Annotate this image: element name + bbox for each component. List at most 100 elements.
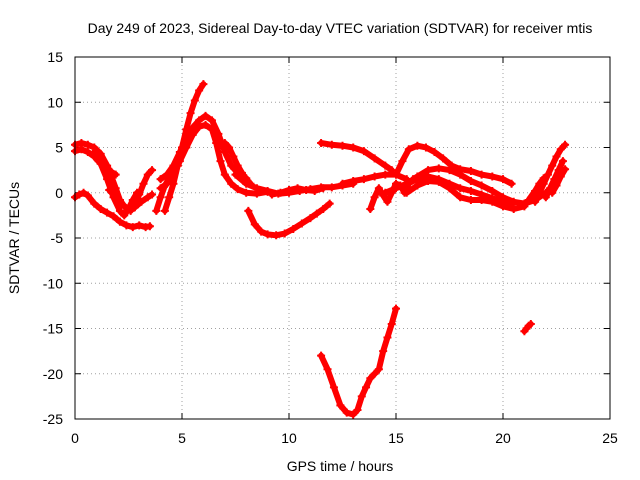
- data-point: [75, 190, 84, 199]
- data-point: [434, 177, 443, 186]
- data-point: [237, 168, 246, 177]
- data-point: [201, 120, 210, 129]
- series-trace: [525, 175, 547, 203]
- data-point: [374, 365, 383, 374]
- series-trace: [549, 166, 569, 196]
- x-tick-label: 5: [178, 430, 186, 446]
- data-point: [366, 205, 375, 214]
- data-point: [387, 319, 396, 328]
- data-point: [190, 96, 199, 105]
- data-point: [111, 170, 120, 179]
- data-point: [103, 208, 112, 217]
- series-arc-15: [317, 304, 400, 419]
- data-point: [439, 154, 448, 163]
- data-point: [312, 209, 321, 218]
- data-point: [188, 130, 197, 139]
- data-point: [107, 167, 116, 176]
- data-point: [207, 125, 216, 134]
- data-point: [267, 190, 276, 199]
- data-point: [539, 174, 548, 183]
- plot-frame: [74, 56, 611, 420]
- data-point: [207, 116, 216, 125]
- data-point: [507, 179, 516, 188]
- data-point: [145, 222, 154, 231]
- data-point: [252, 184, 261, 193]
- data-point: [349, 143, 358, 152]
- data-point: [370, 193, 379, 202]
- data-point: [216, 157, 225, 166]
- data-point: [115, 206, 124, 215]
- data-point: [302, 186, 311, 195]
- data-point: [220, 170, 229, 179]
- data-point: [374, 184, 383, 193]
- series-arc-16: [520, 319, 535, 336]
- data-point: [90, 148, 99, 157]
- data-point: [524, 195, 533, 204]
- series-arc-03: [90, 148, 120, 179]
- series-arc-26: [524, 174, 548, 204]
- data-point: [499, 175, 507, 184]
- series-arc-14: [244, 199, 334, 240]
- data-point: [466, 176, 475, 185]
- data-point: [413, 181, 422, 190]
- data-point: [370, 154, 379, 163]
- data-point: [402, 188, 411, 197]
- data-point: [556, 145, 565, 154]
- y-tick-label: 10: [47, 94, 63, 110]
- data-point: [548, 188, 557, 197]
- data-point: [362, 383, 371, 392]
- data-point: [96, 205, 105, 214]
- data-point: [342, 408, 351, 417]
- x-tick-label: 15: [388, 430, 404, 446]
- data-point: [383, 197, 392, 206]
- data-point: [402, 179, 411, 188]
- data-point: [272, 231, 281, 240]
- data-series: [71, 80, 570, 419]
- x-tick-label: 25: [602, 430, 618, 446]
- data-point: [201, 111, 210, 120]
- data-point: [317, 351, 326, 360]
- series-arc-24: [541, 157, 567, 202]
- data-point: [338, 179, 347, 188]
- data-point: [135, 221, 144, 230]
- data-point: [445, 184, 454, 193]
- data-point: [488, 186, 497, 195]
- data-point: [477, 195, 486, 204]
- data-point: [535, 179, 544, 188]
- x-tick-label: 0: [71, 430, 79, 446]
- x-tick-label: 10: [281, 430, 297, 446]
- data-point: [466, 195, 475, 204]
- data-point: [109, 212, 118, 221]
- data-point: [199, 80, 208, 89]
- data-point: [143, 193, 152, 202]
- data-point: [130, 199, 139, 208]
- data-point: [370, 172, 379, 181]
- data-point: [128, 223, 137, 232]
- data-point: [325, 199, 334, 208]
- data-point: [323, 365, 332, 374]
- data-point: [456, 165, 465, 174]
- data-point: [77, 138, 86, 147]
- data-point: [115, 217, 124, 226]
- data-point: [531, 197, 540, 206]
- data-point: [90, 199, 99, 208]
- data-point: [94, 157, 103, 166]
- data-point: [263, 186, 272, 195]
- data-point: [531, 186, 540, 195]
- data-point: [379, 347, 388, 356]
- data-point: [561, 165, 570, 174]
- data-point: [242, 179, 251, 188]
- data-point: [126, 206, 135, 215]
- chart-title: Day 249 of 2023, Sidereal Day-to-day VTE…: [88, 20, 593, 36]
- data-point: [165, 193, 174, 202]
- data-point: [456, 193, 465, 202]
- data-point: [541, 193, 550, 202]
- data-point: [424, 176, 433, 185]
- series-arc-04: [71, 188, 154, 232]
- data-point: [353, 405, 362, 414]
- data-point: [173, 161, 182, 170]
- data-point: [195, 122, 204, 131]
- series-arc-22: [402, 176, 529, 214]
- data-point: [336, 401, 345, 410]
